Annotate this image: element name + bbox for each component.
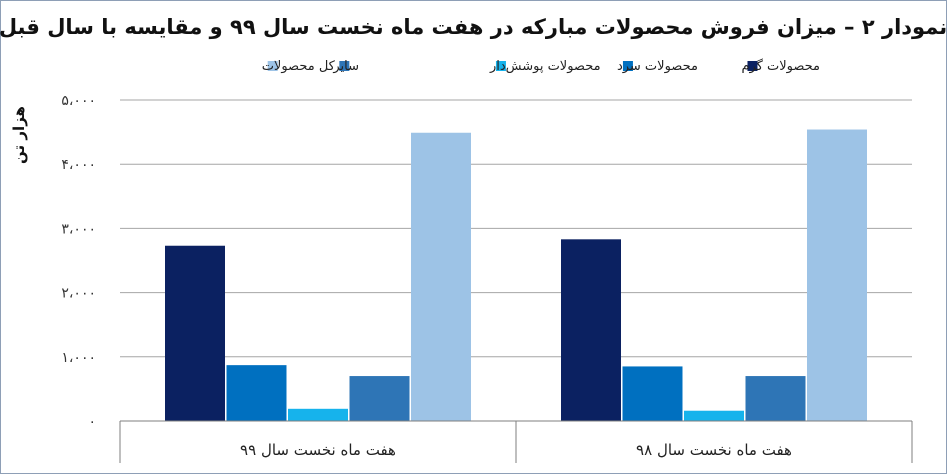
bar xyxy=(561,239,621,421)
y-tick-label: ۳،۰۰۰ xyxy=(61,221,96,237)
legend-item: محصولات سرد xyxy=(617,59,698,74)
legend-label: محصولات سرد xyxy=(617,59,698,74)
bar xyxy=(622,366,683,421)
bar xyxy=(807,129,867,422)
gridlines xyxy=(120,99,912,358)
legend-item: سایر xyxy=(332,59,359,74)
y-tick-label: ۲،۰۰۰ xyxy=(61,286,96,302)
bar xyxy=(165,245,225,421)
y-tick-label: ۰ xyxy=(88,414,96,430)
y-axis-label: هزار تن xyxy=(10,106,28,164)
legend: محصولات گرم محصولات سرد محصولات پوشش‌دار سا… xyxy=(262,58,820,74)
legend-item: محصولات گرم xyxy=(741,58,820,74)
legend-swatch xyxy=(747,61,758,71)
y-tick-label: ۱،۰۰۰ xyxy=(61,350,96,366)
legend-label: محصولات گرم xyxy=(741,58,820,74)
y-tick-label: ۴،۰۰۰ xyxy=(61,157,96,173)
x-axis: هفت ماه نخست سال ۹۹ هفت ماه نخست سال ۹۸ xyxy=(119,420,913,463)
chart-title: نمودار ۲ – میزان فروش محصولات مبارکه در … xyxy=(0,15,947,39)
bar xyxy=(349,376,410,421)
bar xyxy=(745,376,806,421)
bar xyxy=(288,408,348,421)
legend-swatch xyxy=(339,61,350,71)
x-category-label: هفت ماه نخست سال ۹۹ xyxy=(240,441,396,459)
legend-label: محصولات پوشش‌دار xyxy=(489,59,601,74)
y-tick-label: ۵،۰۰۰ xyxy=(61,93,96,109)
legend-label: سایر xyxy=(332,59,359,74)
legend-item: کل محصولات xyxy=(262,59,336,74)
bar xyxy=(684,410,744,421)
bar xyxy=(226,365,287,421)
x-category-label: هفت ماه نخست سال ۹۸ xyxy=(636,441,792,459)
bar xyxy=(411,132,471,421)
legend-label: کل محصولات xyxy=(262,59,336,74)
legend-swatch xyxy=(495,61,506,71)
y-axis-ticks: ۰ ۱،۰۰۰ ۲،۰۰۰ ۳،۰۰۰ ۴،۰۰۰ ۵،۰۰۰ xyxy=(61,93,96,430)
bars xyxy=(165,129,867,422)
legend-item: محصولات پوشش‌دار xyxy=(489,59,601,74)
legend-swatch xyxy=(622,61,633,71)
legend-swatch xyxy=(267,61,278,71)
